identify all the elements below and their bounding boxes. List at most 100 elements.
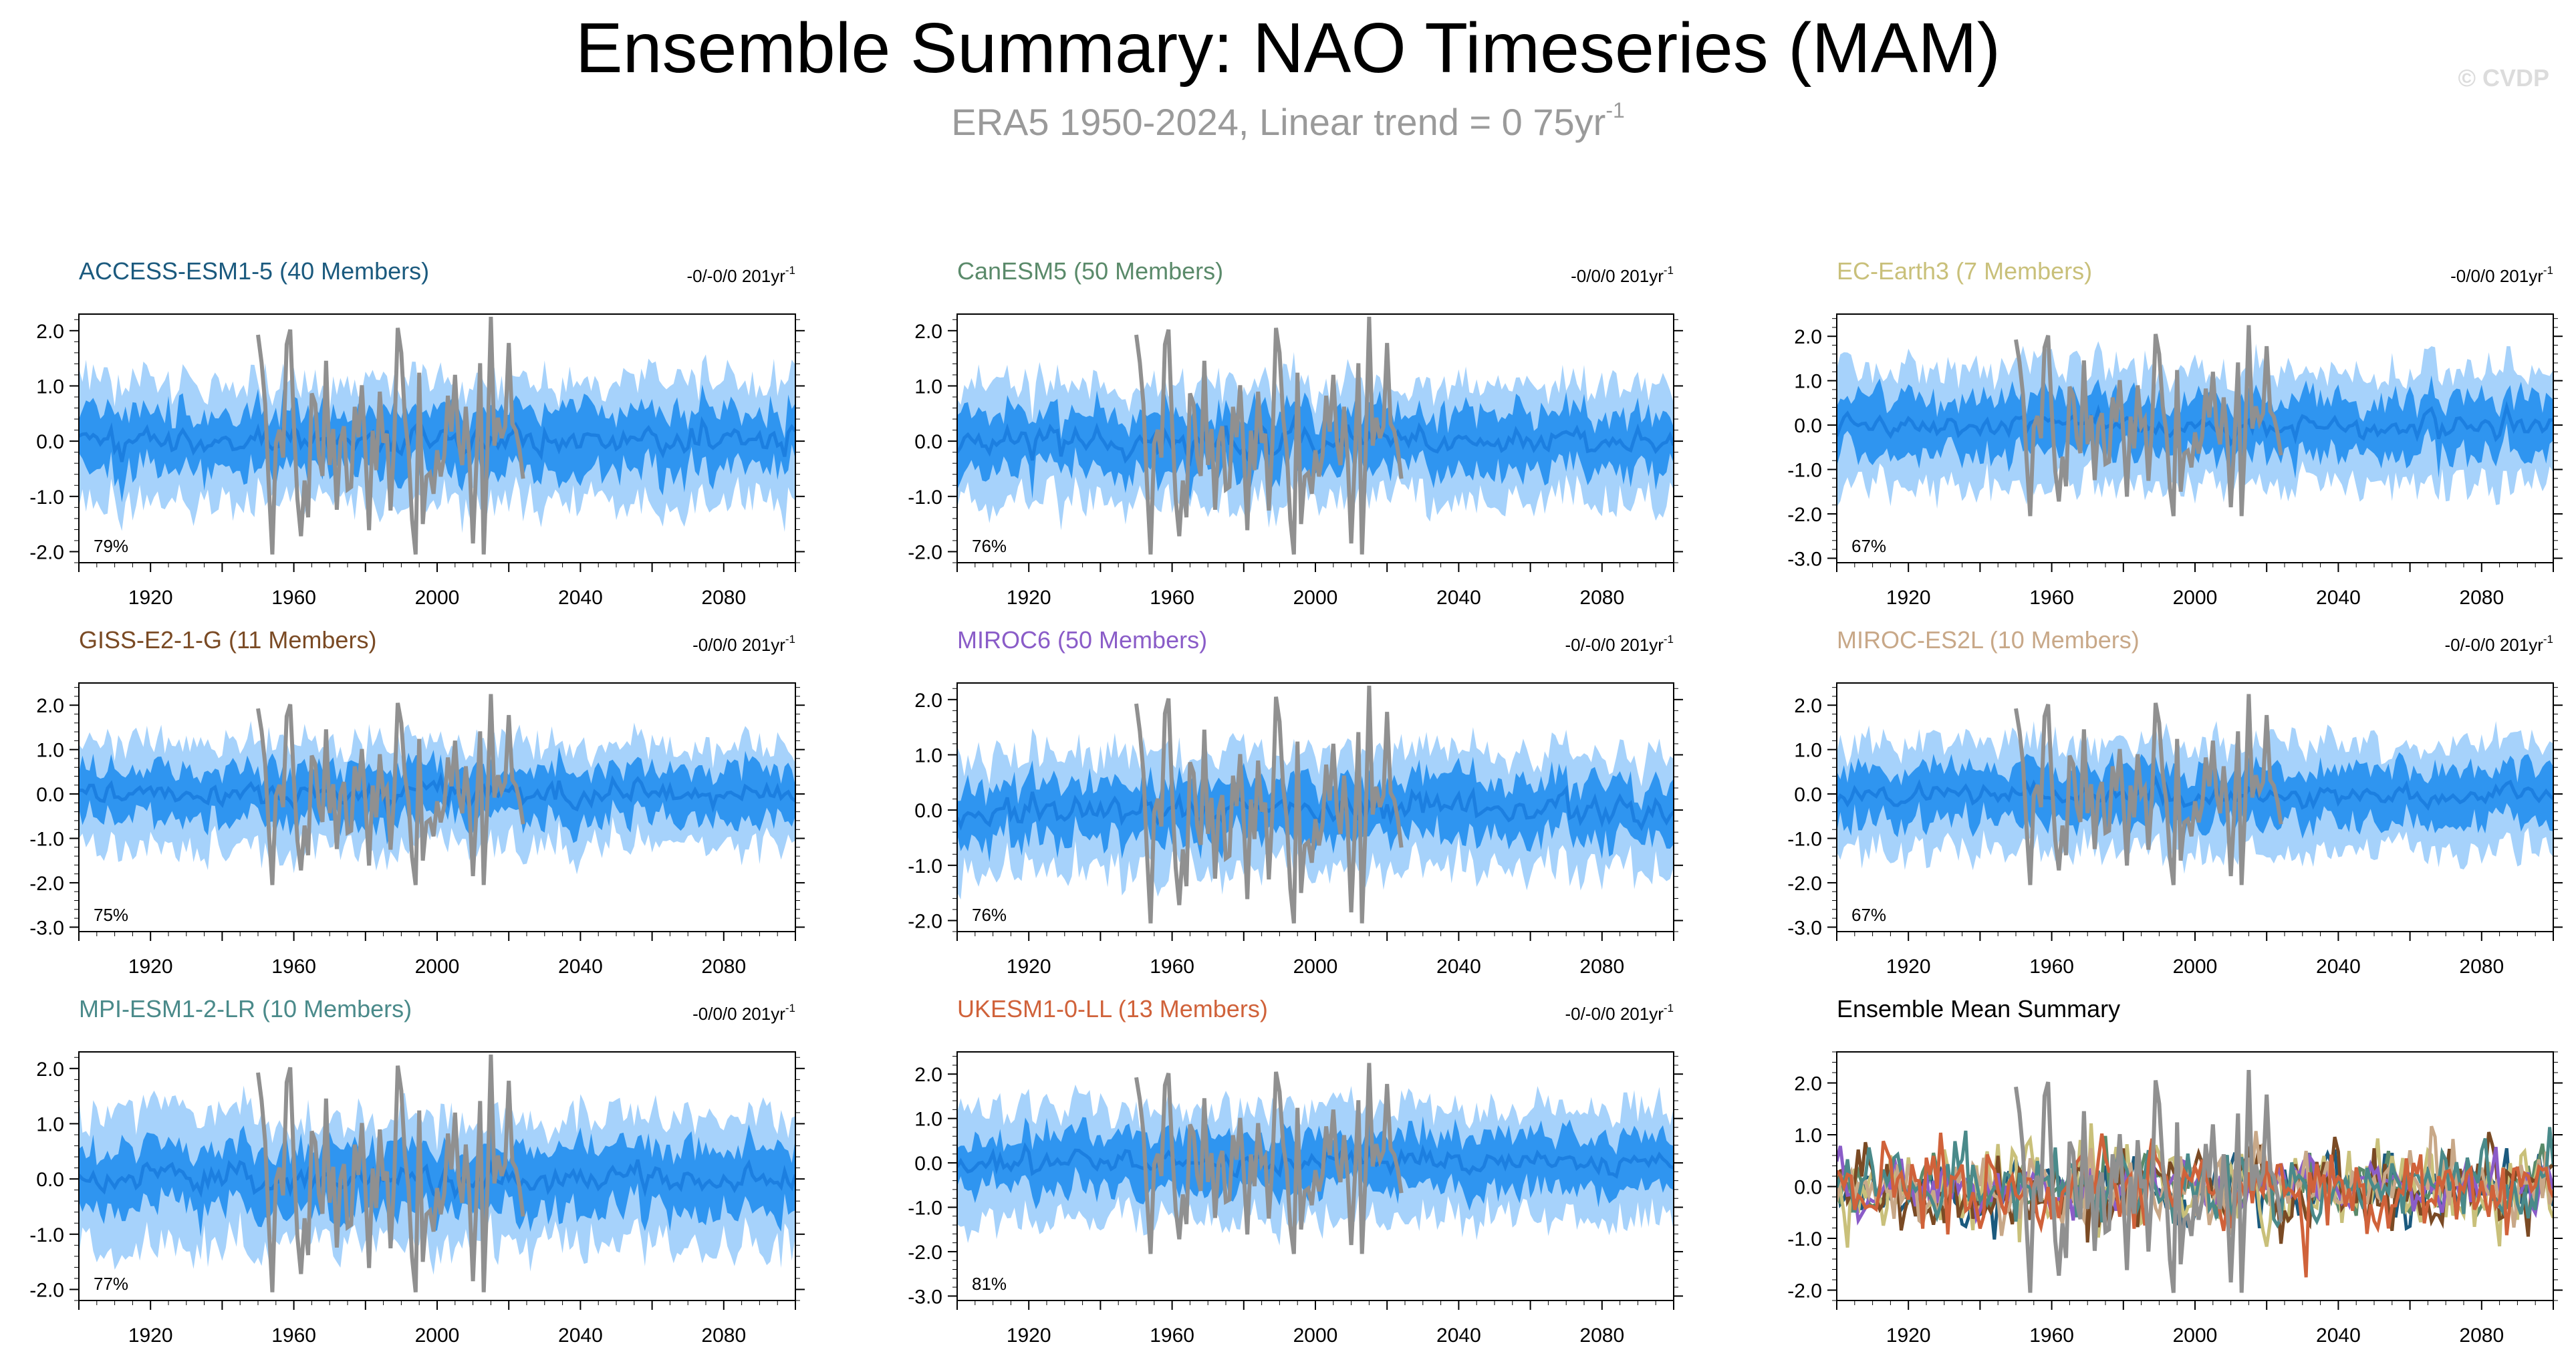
- x-tick-label: 2080: [2459, 587, 2504, 609]
- subtitle-superscript: -1: [1605, 98, 1625, 122]
- x-tick-label: 2040: [2316, 587, 2361, 609]
- observed-line: [2014, 1070, 2283, 1293]
- trend-superscript: -1: [1664, 264, 1674, 277]
- x-tick-label: 1920: [1886, 587, 1931, 609]
- observed-line: [256, 1055, 525, 1292]
- percent-label: 76%: [972, 905, 1007, 925]
- x-tick-label: 2040: [2316, 1325, 2361, 1347]
- panel-title: CanESM5 (50 Members): [957, 257, 1223, 285]
- trend-label: -0/-0/0 201yr-1: [1565, 633, 1674, 655]
- trend-superscript: -1: [1664, 1002, 1674, 1014]
- percent-label: 76%: [972, 536, 1007, 556]
- y-tick-label: -2.0: [29, 541, 64, 563]
- y-tick-label: 2.0: [1794, 1073, 1822, 1095]
- observed-line: [1134, 1063, 1404, 1254]
- panel-giss-e2-1-g: GISS-E2-1-G (11 Members) -0/0/0 201yr-1 2.…: [29, 626, 805, 978]
- y-tick-label: 2.0: [36, 321, 64, 343]
- x-tick-label: 2000: [415, 956, 460, 978]
- y-tick-label: -2.0: [908, 541, 942, 563]
- y-tick-label: 1.0: [36, 1113, 64, 1135]
- panel-title: MPI-ESM1-2-LR (10 Members): [79, 995, 412, 1022]
- panel-ukesm1-0-ll: UKESM1-0-LL (13 Members) -0/-0/0 201yr-1 2…: [908, 995, 1683, 1347]
- x-tick-label: 1960: [271, 587, 316, 609]
- y-tick-label: 0.0: [914, 800, 942, 822]
- x-tick-label: 2080: [1579, 1325, 1624, 1347]
- x-tick-label: 2000: [2173, 1325, 2218, 1347]
- plot-area: [1837, 325, 2553, 517]
- y-tick-label: 2.0: [36, 1059, 64, 1081]
- panel-title: UKESM1-0-LL (13 Members): [957, 995, 1268, 1022]
- x-tick-label: 2000: [2173, 587, 2218, 609]
- y-tick-label: 2.0: [36, 695, 64, 717]
- y-tick-label: 2.0: [914, 321, 942, 343]
- x-tick-label: 2000: [415, 587, 460, 609]
- percent-label: 77%: [94, 1274, 128, 1294]
- inner-spread-band: [957, 390, 1674, 501]
- ensemble-mean-line: [957, 1142, 1674, 1179]
- x-tick-label: 2000: [1293, 956, 1338, 978]
- observed-line: [256, 694, 525, 885]
- x-tick-label: 2080: [701, 956, 746, 978]
- percent-label: 67%: [1851, 536, 1886, 556]
- trend-label: -0/-0/0 201yr-1: [1565, 1002, 1674, 1024]
- plot-area: [957, 686, 1674, 924]
- page-subtitle: ERA5 1950-2024, Linear trend = 0 75yr-1: [0, 98, 2576, 143]
- trend-superscript: -1: [785, 633, 795, 646]
- panel-mpi-esm1-2-lr: MPI-ESM1-2-LR (10 Members) -0/0/0 201yr-1…: [29, 995, 805, 1347]
- panel-miroc6: MIROC6 (50 Members) -0/-0/0 201yr-1 2.0 1.0…: [908, 626, 1683, 978]
- y-tick-label: 2.0: [914, 1064, 942, 1086]
- inner-spread-band: [957, 757, 1674, 862]
- panel-ec-earth3: EC-Earth3 (7 Members) -0/0/0 201yr-1 2.0 1.…: [1787, 257, 2563, 609]
- y-tick-label: 1.0: [1794, 371, 1822, 393]
- y-tick-label: -3.0: [29, 917, 64, 939]
- panel-canesm5: CanESM5 (50 Members) -0/0/0 201yr-1 2.0 1.0…: [908, 257, 1683, 609]
- y-tick-label: 0.0: [914, 431, 942, 453]
- plot-area: [1837, 694, 2553, 885]
- x-tick-label: 2080: [1579, 956, 1624, 978]
- y-tick-label: -1.0: [908, 487, 942, 509]
- x-tick-label: 1960: [271, 956, 316, 978]
- plot-area: [1837, 1070, 2553, 1293]
- observed-line: [1134, 317, 1404, 555]
- x-tick-label: 2080: [701, 587, 746, 609]
- ensemble-mean-line: [1837, 400, 2553, 447]
- panel-title: EC-Earth3 (7 Members): [1837, 257, 2092, 285]
- trend-label: -0/0/0 201yr-1: [2450, 264, 2553, 286]
- trend-label: -0/-0/0 201yr-1: [686, 264, 795, 286]
- x-tick-label: 2040: [2316, 956, 2361, 978]
- panel-ensemble: Ensemble Mean Summary 2.0 1.0 0.0 -1.0 -2.0 19…: [1787, 995, 2563, 1347]
- x-tick-label: 2000: [1293, 587, 1338, 609]
- x-tick-label: 2080: [2459, 1325, 2504, 1347]
- panel-title: Ensemble Mean Summary: [1837, 995, 2120, 1022]
- y-tick-label: -3.0: [1787, 917, 1822, 939]
- x-tick-label: 2000: [415, 1325, 460, 1347]
- y-tick-label: 1.0: [36, 740, 64, 762]
- x-tick-label: 1960: [1150, 587, 1194, 609]
- observed-line: [2014, 694, 2283, 885]
- y-tick-label: 0.0: [36, 431, 64, 453]
- inner-spread-band: [79, 1124, 795, 1237]
- y-tick-label: 2.0: [914, 690, 942, 712]
- y-tick-label: -1.0: [908, 1198, 942, 1220]
- panel-miroc-es2l: MIROC-ES2L (10 Members) -0/-0/0 201yr-1 2.…: [1787, 626, 2563, 978]
- x-tick-label: 2080: [701, 1325, 746, 1347]
- plot-area: [79, 1055, 795, 1292]
- x-tick-label: 1920: [128, 587, 173, 609]
- y-tick-label: -1.0: [908, 855, 942, 877]
- y-tick-label: -3.0: [908, 1286, 942, 1308]
- cvdp-watermark: © CVDP: [2458, 64, 2549, 92]
- trend-superscript: -1: [2543, 264, 2553, 277]
- y-tick-label: 1.0: [36, 376, 64, 398]
- series-line-ukesm1-0-ll: [1837, 1132, 2553, 1278]
- x-tick-label: 2080: [2459, 956, 2504, 978]
- y-tick-label: -2.0: [29, 1279, 64, 1301]
- x-tick-label: 1920: [1886, 956, 1931, 978]
- inner-spread-band: [79, 747, 795, 845]
- trend-superscript: -1: [2543, 633, 2553, 646]
- x-tick-label: 1920: [1886, 1325, 1931, 1347]
- y-tick-label: -2.0: [29, 873, 64, 895]
- y-tick-label: -2.0: [1787, 504, 1822, 526]
- x-tick-label: 1960: [1150, 1325, 1194, 1347]
- percent-label: 79%: [94, 536, 128, 556]
- x-tick-label: 1920: [1007, 587, 1051, 609]
